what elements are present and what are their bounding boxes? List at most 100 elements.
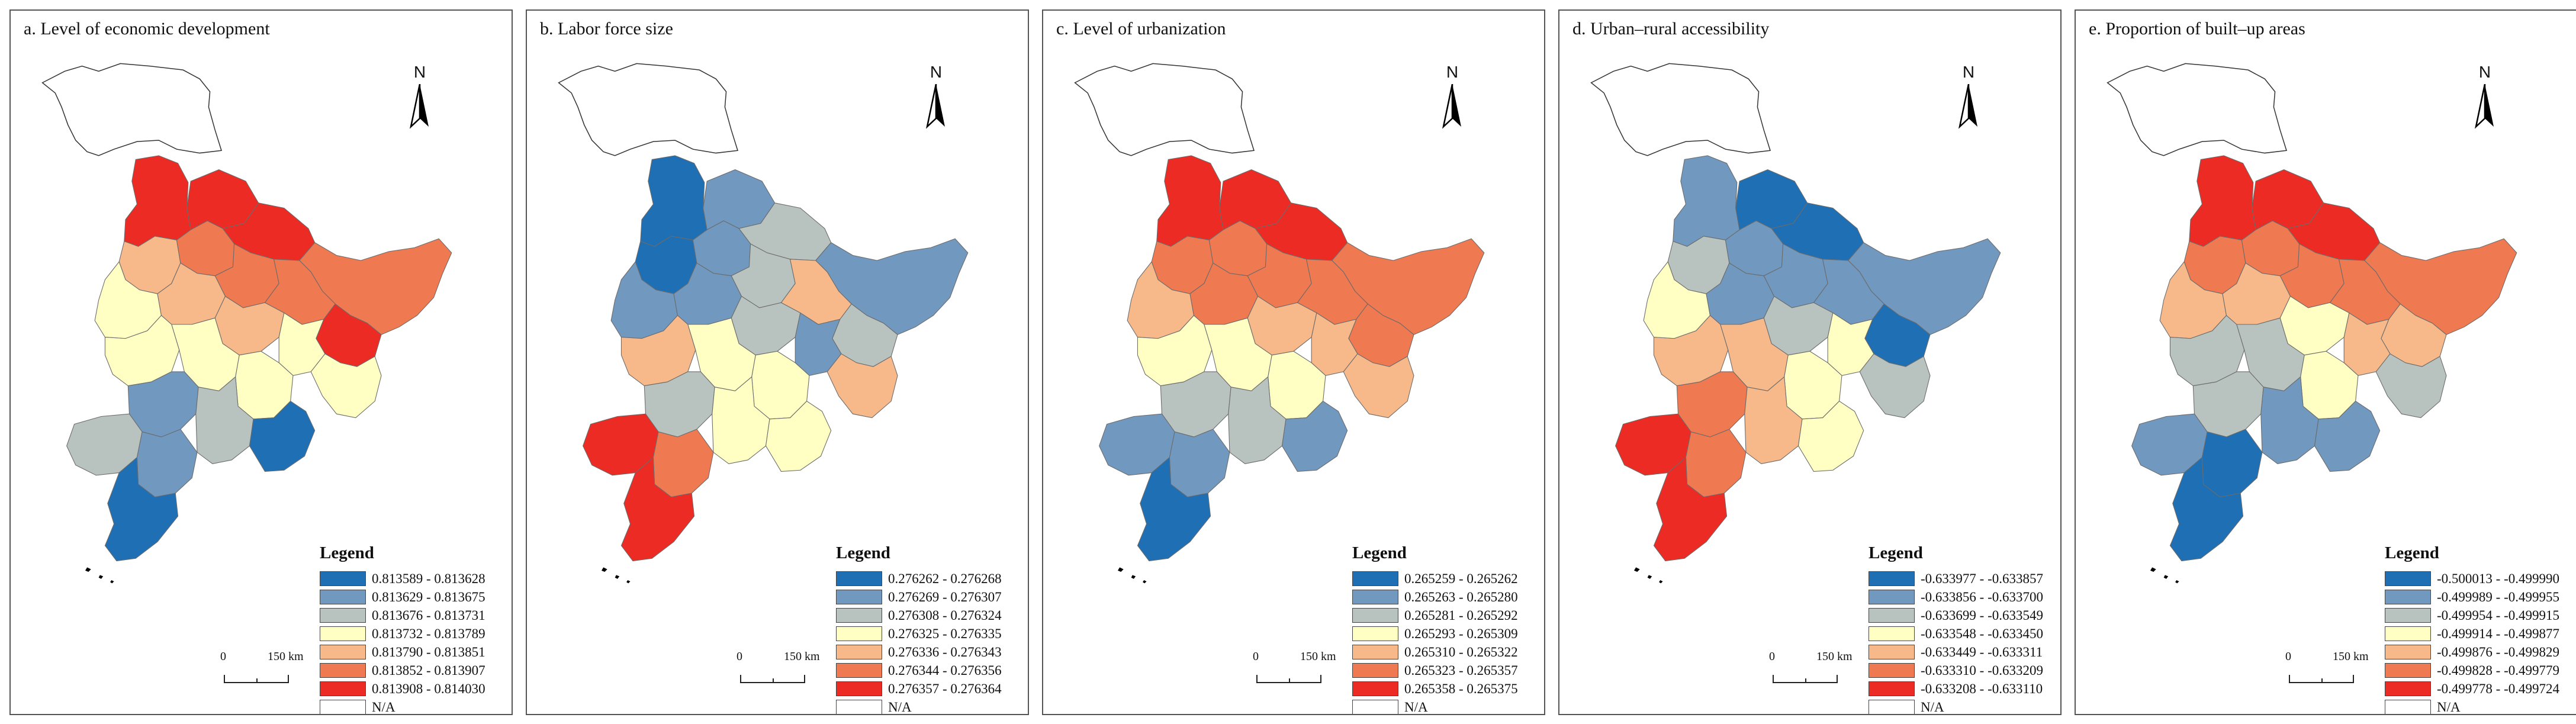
legend-swatch bbox=[836, 681, 882, 696]
legend-swatch bbox=[1352, 626, 1398, 641]
legend-swatch bbox=[320, 681, 366, 696]
legend-swatch bbox=[320, 645, 366, 659]
region-14 bbox=[2375, 353, 2447, 419]
region-1 bbox=[640, 155, 707, 247]
legend-swatch bbox=[2385, 645, 2431, 659]
region-20 bbox=[1281, 400, 1348, 472]
scale-end-label: 150 km bbox=[784, 650, 820, 663]
scale-bar bbox=[1256, 668, 1321, 683]
region-1 bbox=[2189, 155, 2256, 247]
legend-item: 0.265323 - 0.265357 bbox=[1352, 661, 1518, 680]
panel-title: d. Urban–rural accessibility bbox=[1572, 19, 1770, 38]
legend: -0.633977 - -0.633857 -0.633856 - -0.6337… bbox=[1869, 569, 2043, 714]
region-17 bbox=[1137, 315, 1213, 387]
legend-item: 0.813852 - 0.813907 bbox=[320, 661, 485, 680]
legend-label: 0.813676 - 0.813731 bbox=[372, 607, 485, 623]
legend-item: 0.276269 - 0.276307 bbox=[836, 588, 1002, 606]
legend-label: 0.265310 - 0.265322 bbox=[1404, 644, 1518, 659]
legend-swatch bbox=[1869, 571, 1915, 586]
legend-swatch bbox=[836, 645, 882, 659]
region-23 bbox=[1137, 456, 1211, 562]
legend: 0.813589 - 0.813628 0.813629 - 0.813675 0.… bbox=[320, 569, 485, 714]
legend-item: -0.633977 - -0.633857 bbox=[1869, 569, 2043, 588]
legend-label: 0.265281 - 0.265292 bbox=[1404, 607, 1518, 623]
choropleth-map bbox=[1074, 63, 1485, 584]
legend-item: 0.265259 - 0.265262 bbox=[1352, 569, 1518, 588]
legend-label: -0.500013 - -0.499990 bbox=[2437, 571, 2559, 586]
region-20 bbox=[765, 400, 832, 472]
legend-swatch bbox=[2385, 571, 2431, 586]
legend-swatch bbox=[2385, 590, 2431, 604]
legend-item: -0.633699 - -0.633549 bbox=[1869, 606, 2043, 625]
region-20 bbox=[249, 400, 316, 472]
island-2 bbox=[1647, 575, 1652, 579]
legend-swatch bbox=[1869, 626, 1915, 641]
legend-item-na: N/A bbox=[2385, 698, 2559, 715]
island-1 bbox=[2150, 567, 2156, 572]
legend-label: 0.813790 - 0.813851 bbox=[372, 644, 485, 659]
island-1 bbox=[1633, 567, 1640, 572]
island-1 bbox=[85, 567, 91, 572]
scale-end-label: 150 km bbox=[268, 650, 304, 663]
region-14 bbox=[310, 353, 382, 419]
map-panel-c: c. Level of urbanization N 0 150 km Lege… bbox=[1042, 9, 1545, 715]
region-22 bbox=[2201, 429, 2263, 498]
legend-item: 0.265281 - 0.265292 bbox=[1352, 606, 1518, 625]
legend-swatch bbox=[320, 608, 366, 623]
island-2 bbox=[1131, 575, 1136, 579]
island-3 bbox=[110, 580, 114, 584]
region-23 bbox=[2169, 456, 2244, 562]
legend-swatch bbox=[2385, 681, 2431, 696]
legend-title: Legend bbox=[2385, 543, 2439, 562]
region-22 bbox=[652, 429, 714, 498]
legend-label: 0.276357 - 0.276364 bbox=[888, 681, 1002, 696]
legend-label: 0.813732 - 0.813789 bbox=[372, 626, 485, 641]
legend-item: 0.813732 - 0.813789 bbox=[320, 625, 485, 643]
island-2 bbox=[615, 575, 620, 579]
legend-label: -0.633699 - -0.633549 bbox=[1921, 607, 2043, 623]
legend: 0.265259 - 0.265262 0.265263 - 0.265280 0.… bbox=[1352, 569, 1518, 714]
legend-item-na: N/A bbox=[320, 698, 485, 714]
region-17 bbox=[104, 315, 180, 387]
legend-swatch bbox=[1869, 700, 1915, 714]
legend: 0.276262 - 0.276268 0.276269 - 0.276307 0.… bbox=[836, 569, 1002, 714]
legend-item: -0.499914 - -0.499877 bbox=[2385, 625, 2559, 643]
legend-swatch bbox=[2385, 626, 2431, 641]
legend-label: 0.813589 - 0.813628 bbox=[372, 571, 485, 586]
island-2 bbox=[98, 575, 104, 579]
legend-swatch bbox=[2385, 700, 2431, 714]
legend-title: Legend bbox=[836, 543, 890, 562]
legend-item-na: N/A bbox=[1869, 698, 2043, 714]
north-label: N bbox=[2478, 63, 2491, 81]
legend-label: -0.499989 - -0.499955 bbox=[2437, 589, 2559, 604]
legend-swatch bbox=[836, 700, 882, 714]
legend-label: N/A bbox=[2437, 699, 2461, 715]
legend-label: 0.265263 - 0.265280 bbox=[1404, 589, 1518, 604]
legend-swatch bbox=[1869, 608, 1915, 623]
scale-start-label: 0 bbox=[1253, 650, 1259, 663]
region-1 bbox=[124, 155, 191, 247]
scale-start-label: 0 bbox=[2285, 650, 2291, 663]
legend-swatch bbox=[2385, 608, 2431, 623]
legend-swatch bbox=[1869, 663, 1915, 678]
legend-item-na: N/A bbox=[1352, 698, 1518, 714]
legend-item: -0.499828 - -0.499779 bbox=[2385, 661, 2559, 680]
legend-label: -0.633449 - -0.633311 bbox=[1921, 644, 2043, 659]
legend-swatch bbox=[1869, 681, 1915, 696]
panel-title: e. Proportion of built–up areas bbox=[2089, 19, 2305, 38]
panel-title: c. Level of urbanization bbox=[1056, 19, 1226, 38]
legend-label: -0.499778 - -0.499724 bbox=[2437, 681, 2559, 696]
region-14 bbox=[1859, 353, 1931, 419]
island-2 bbox=[2163, 575, 2169, 579]
legend-item: 0.265358 - 0.265375 bbox=[1352, 680, 1518, 698]
region-22 bbox=[136, 429, 198, 498]
legend-item: -0.633208 - -0.633110 bbox=[1869, 680, 2043, 698]
legend-item: -0.633856 - -0.633700 bbox=[1869, 588, 2043, 606]
region-23 bbox=[620, 456, 695, 562]
legend-swatch bbox=[836, 608, 882, 623]
legend-item: 0.813676 - 0.813731 bbox=[320, 606, 485, 625]
scale-bar bbox=[740, 668, 805, 683]
choropleth-map bbox=[1590, 63, 2001, 584]
region-22 bbox=[1685, 429, 1747, 498]
legend-label: -0.499914 - -0.499877 bbox=[2437, 626, 2559, 641]
